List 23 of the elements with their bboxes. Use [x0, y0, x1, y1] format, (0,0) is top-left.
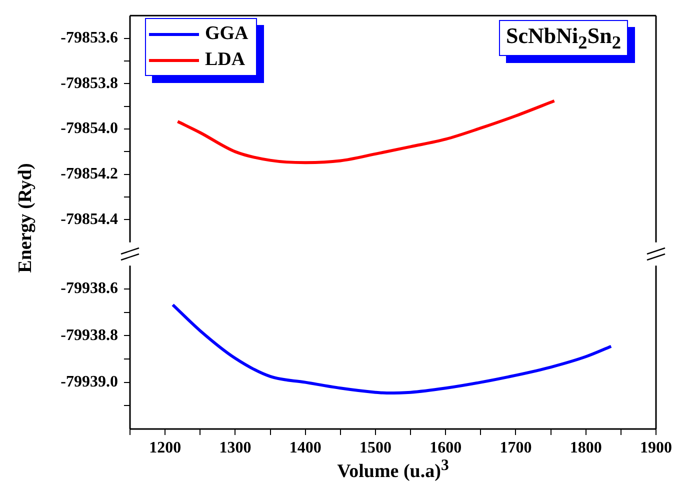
y-tick-label: -79853.6	[60, 29, 118, 46]
legend-label: LDA	[205, 49, 246, 71]
legend-label: GGA	[205, 23, 248, 45]
y-tick-label: -79938.6	[60, 280, 118, 298]
x-tick-label: 1300	[219, 440, 252, 457]
y-tick-label: -79854.0	[60, 120, 118, 138]
x-tick-label: 1400	[289, 440, 322, 457]
x-tick-label: 1800	[570, 440, 602, 457]
x-tick-label: 1200	[149, 440, 182, 457]
line-series	[176, 99, 556, 164]
y-tick-label: -79854.2	[60, 166, 118, 182]
y-tick-label: -79939.0	[60, 373, 118, 390]
x-tick-label: 1700	[500, 440, 532, 457]
y-tick-label: -79853.8	[60, 74, 118, 92]
y-tick-label: -79938.8	[60, 326, 118, 344]
line-series	[171, 303, 613, 395]
x-tick-label: 1500	[359, 440, 392, 457]
y-axis-title: Energy (Ryd)	[15, 163, 37, 273]
x-axis-title: Volume (u.a)$^{3}$	[337, 456, 449, 484]
x-tick-label: 1600	[430, 440, 462, 457]
chart-title: ScNbNi$_{2}$Sn$_{2}$	[499, 20, 628, 56]
y-tick-label: -79854.4	[60, 210, 118, 228]
x-tick-label: 1900	[640, 440, 672, 457]
